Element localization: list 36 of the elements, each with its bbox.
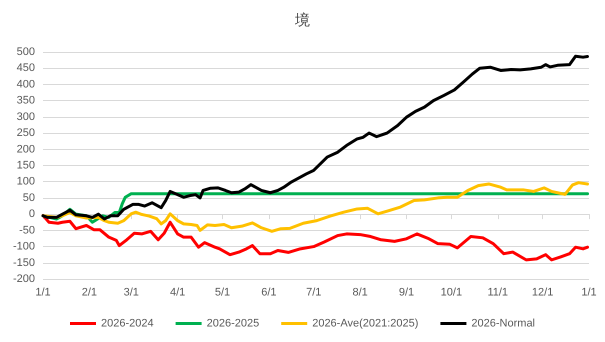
y-tick-label: 300 [16,110,35,123]
x-tick-label: 10/1 [440,286,462,298]
x-tick-label: 5/1 [214,286,230,298]
y-tick-label: -150 [12,256,35,269]
line-series [42,214,590,262]
x-tick-label: 11/1 [487,286,508,298]
y-tick-label: 100 [16,176,35,188]
legend-label: 2026-2025 [206,318,260,330]
y-tick-label: 450 [16,62,35,74]
x-tick-label: 12/1 [532,286,554,298]
legend-label: 2026-Normal [471,318,536,330]
line-series [42,54,590,221]
x-tick-label: 9/1 [398,286,414,298]
legend-label: 2026-Ave(2021:2025) [312,318,418,330]
x-tick-label: 6/1 [261,286,277,298]
y-tick-label: 0 [28,208,35,220]
line-series [42,181,590,233]
y-tick-label: 150 [16,160,35,172]
y-tick-label: 250 [16,127,35,140]
y-tick-label: 200 [16,143,35,156]
y-tick-label: -50 [19,224,35,236]
x-tick-label: 1/1 [35,286,51,298]
y-tick-label: 400 [16,78,35,90]
x-tick-label: 2/1 [82,286,98,298]
legend-label: 2026-2024 [100,318,154,330]
x-tick-label: 3/1 [124,286,139,298]
y-tick-label: 350 [16,94,35,107]
y-tick-label: -100 [12,240,35,253]
y-tick-label: -200 [12,273,35,285]
x-tick-label: 4/1 [170,286,186,298]
y-tick-label: 50 [22,192,35,204]
y-tick-label: 500 [16,46,35,58]
x-tick-label: 8/1 [352,286,368,298]
chart-title: 境 [294,12,310,29]
x-tick-label: 7/1 [306,286,322,298]
x-tick-label: 1/1 [581,286,597,298]
